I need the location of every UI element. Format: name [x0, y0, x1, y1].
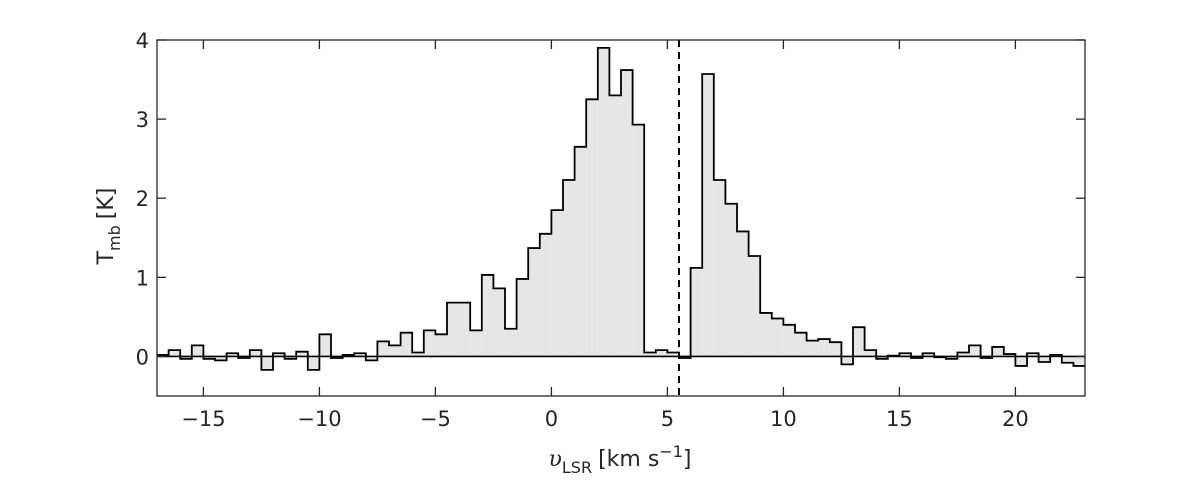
- x-tick-label: −15: [181, 407, 225, 431]
- spectrum-bin: [795, 332, 807, 357]
- spectrum-bin: [319, 334, 331, 357]
- y-axis-title-units: [K]: [94, 188, 119, 220]
- spectrum-bin: [563, 180, 575, 357]
- x-tick-label: −10: [297, 407, 341, 431]
- spectrum-bin: [226, 353, 239, 357]
- spectrum-bin: [713, 180, 726, 357]
- x-axis-title: υLSR [km s−1]: [549, 442, 692, 477]
- x-axis-title-units: [km s: [598, 447, 659, 472]
- spectrum-bin: [748, 255, 761, 357]
- y-tick-label: 4: [136, 29, 149, 53]
- spectrum-bin: [528, 248, 540, 357]
- x-tick-label: 15: [886, 407, 913, 431]
- spectrum-bin: [806, 340, 819, 357]
- spectrum-bin: [655, 350, 668, 357]
- x-tick-label: 10: [770, 407, 797, 431]
- spectrum-bin: [400, 332, 413, 357]
- spectrum-bin: [493, 288, 505, 357]
- spectrum-bin: [632, 124, 645, 357]
- spectrum-bin: [470, 330, 482, 357]
- spectrum-bin: [737, 231, 749, 357]
- x-axis-title-symbol: υ: [549, 447, 562, 472]
- spectrum-bin: [818, 339, 830, 357]
- spectrum-bin: [1061, 356, 1074, 363]
- spectrum-bin: [992, 346, 1004, 357]
- spectrum-bin: [389, 345, 401, 357]
- spectrum-bin: [365, 356, 378, 361]
- spectrum-bin: [853, 327, 865, 357]
- spectrum-bin: [203, 356, 215, 359]
- spectrum-bin: [307, 356, 320, 370]
- spectrum-bin: [760, 312, 772, 357]
- spectrum-bin: [180, 356, 192, 359]
- spectrum-bin: [841, 356, 853, 365]
- spectrum-bin: [191, 345, 204, 357]
- spectrum-bin: [771, 318, 784, 357]
- plot-area: [157, 40, 1085, 396]
- spectrum-bin: [899, 353, 911, 357]
- spectrum-bin: [945, 356, 958, 359]
- spectrum-bin: [1073, 356, 1085, 366]
- spectrum-bin: [667, 352, 679, 357]
- spectrum-bin: [377, 341, 389, 357]
- spectrum-bin: [505, 328, 517, 357]
- spectrum-bin: [412, 352, 424, 357]
- spectrum-bin: [296, 351, 308, 357]
- spectrum-bin: [621, 70, 633, 357]
- y-tick-label: 2: [136, 187, 149, 211]
- spectrum-bin: [586, 99, 598, 357]
- spectrum-bin: [876, 356, 888, 359]
- spectrum-bin: [644, 352, 656, 357]
- spectrum-bin: [969, 345, 981, 357]
- spectrum-step-line: [157, 47, 1085, 371]
- x-axis-title-superscript: −1: [659, 442, 683, 461]
- spectrum-bin: [574, 146, 587, 357]
- spectrum-bin: [435, 334, 447, 357]
- spectrum-bin: [284, 356, 297, 359]
- y-axis-title-main: T: [94, 250, 119, 265]
- y-tick-label: 1: [136, 266, 149, 290]
- spectrum-bin: [447, 302, 459, 357]
- spectrum-bin: [702, 74, 714, 357]
- spectrum-bin: [1038, 356, 1051, 362]
- x-tick-label: 0: [545, 407, 558, 431]
- spectrum-bin: [273, 353, 285, 357]
- y-axis-title-subscript: mb: [105, 225, 124, 251]
- y-axis-title: Tmb [K]: [94, 188, 124, 266]
- spectrum-bin: [597, 47, 610, 357]
- x-tick-label: −5: [420, 407, 451, 431]
- spectrum-bin: [516, 278, 529, 357]
- spectrum-bin: [249, 350, 262, 357]
- spectrum-bin: [215, 356, 227, 361]
- spectrum-bin: [922, 353, 935, 357]
- spectrum-bin: [481, 274, 494, 357]
- y-tick-label: 3: [136, 108, 149, 132]
- spectrum-bin: [168, 350, 181, 357]
- axes: −15 −10 −5 0 5 10 15 20 0 1 2 3 4: [136, 29, 1086, 431]
- spectrum-bin: [354, 353, 366, 357]
- spectrum-bin: [690, 267, 703, 357]
- spectrum-bin: [458, 302, 471, 357]
- spectrum-bin: [1015, 356, 1027, 366]
- x-tick-label: 20: [1002, 407, 1029, 431]
- spectrum-bin: [725, 203, 737, 357]
- x-axis-title-close: ]: [683, 447, 692, 472]
- x-axis-title-subscript: LSR: [562, 458, 592, 477]
- spectrum-bin: [423, 330, 436, 357]
- spectrum-bin: [261, 356, 273, 370]
- spectrum-bin: [783, 324, 795, 357]
- x-tick-label: 5: [661, 407, 674, 431]
- spectrum-bin: [539, 233, 552, 357]
- spectrum-bin: [957, 352, 969, 357]
- y-tick-label: 0: [136, 345, 149, 369]
- spectrum-bin: [1027, 353, 1039, 357]
- spectrum-bin: [829, 342, 842, 357]
- spectrum-bin: [864, 350, 877, 357]
- spectrum-bin: [551, 210, 563, 357]
- axes-box: [156, 39, 1086, 397]
- spectrum-bin: [1003, 354, 1016, 357]
- spectrum-bin: [609, 95, 621, 357]
